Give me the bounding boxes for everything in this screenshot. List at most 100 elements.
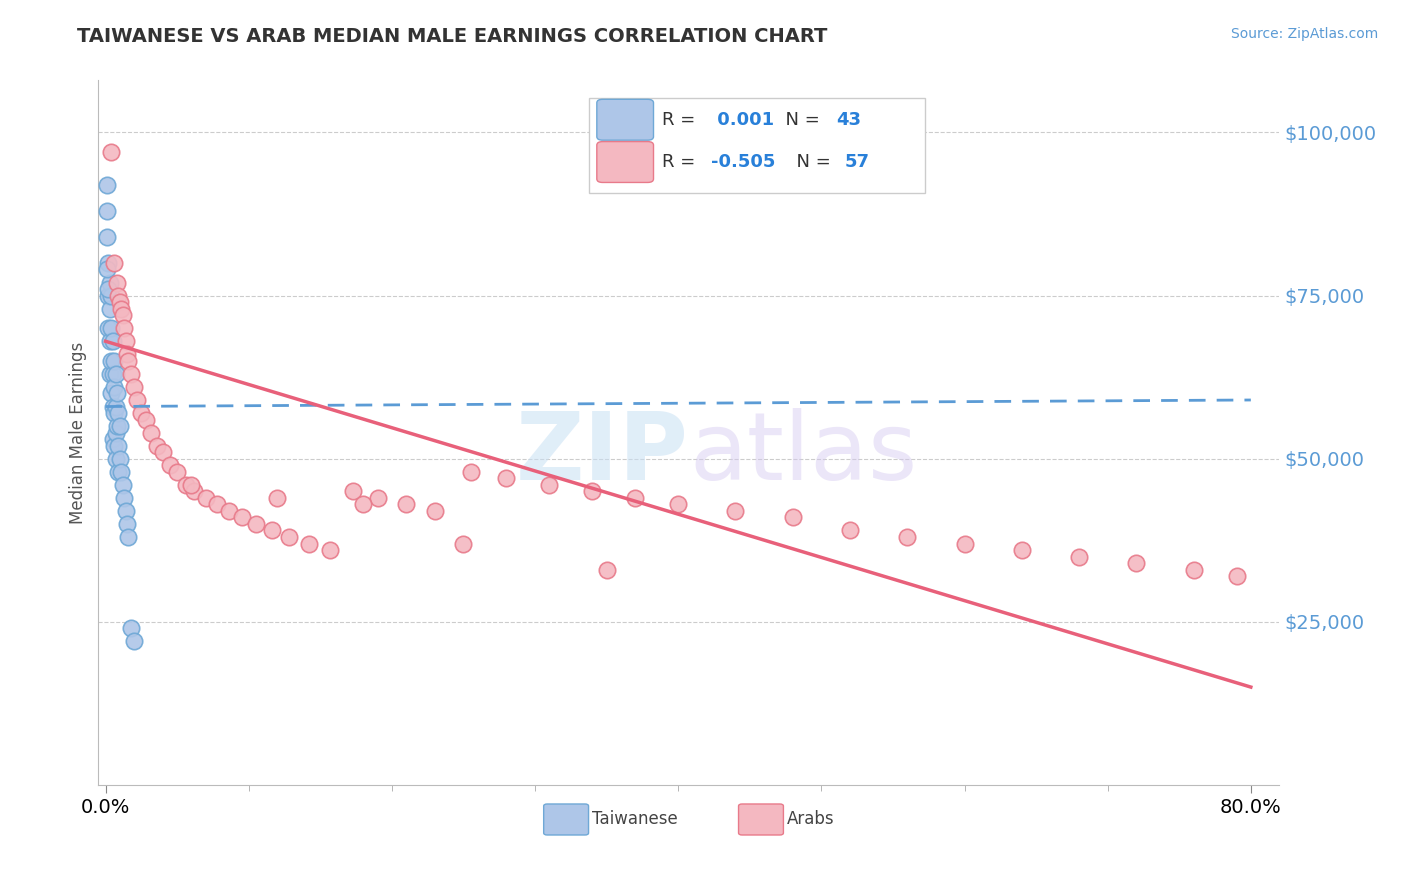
Point (107, 439, 129, 453)
Point (111, 478, 134, 492)
Point (125, 392, 148, 407)
Text: Source: ZipAtlas.com: Source: ZipAtlas.com (1230, 27, 1378, 41)
FancyBboxPatch shape (596, 99, 654, 140)
Point (105, 386, 128, 401)
Point (98, 276, 121, 290)
FancyBboxPatch shape (589, 98, 925, 193)
Point (104, 451, 127, 466)
Point (115, 347, 138, 361)
FancyBboxPatch shape (544, 804, 589, 835)
Point (96, 262, 118, 277)
Text: 57: 57 (845, 153, 870, 171)
Point (953, 536, 976, 550)
Text: 0.001: 0.001 (711, 111, 775, 128)
Point (131, 406, 153, 420)
Point (110, 465, 132, 479)
Point (103, 380, 125, 394)
Point (180, 478, 202, 492)
Point (1067, 549, 1090, 564)
Text: ZIP: ZIP (516, 408, 689, 500)
Point (104, 425, 127, 440)
Point (277, 530, 299, 544)
Point (724, 504, 747, 518)
Point (453, 536, 475, 550)
Point (101, 400, 124, 414)
Point (120, 621, 142, 635)
Point (245, 516, 267, 531)
Point (122, 380, 145, 394)
Text: R =: R = (662, 111, 700, 128)
Point (120, 367, 142, 381)
Point (581, 484, 603, 499)
Point (117, 530, 139, 544)
Point (97, 321, 120, 335)
Point (96, 230, 118, 244)
Point (114, 504, 136, 518)
Point (101, 334, 124, 349)
Point (183, 484, 205, 499)
Point (146, 439, 169, 453)
Point (1011, 543, 1033, 558)
Point (135, 412, 157, 426)
Point (107, 465, 129, 479)
Point (112, 321, 135, 335)
Point (103, 354, 125, 368)
Point (100, 288, 122, 302)
Point (108, 419, 131, 434)
Point (98, 367, 121, 381)
Point (159, 458, 181, 473)
Point (97, 288, 120, 302)
Point (100, 321, 122, 335)
Point (260, 524, 283, 538)
Text: atlas: atlas (689, 408, 917, 500)
Point (595, 563, 617, 577)
Y-axis label: Median Male Earnings: Median Male Earnings (69, 342, 87, 524)
Point (367, 491, 389, 505)
Point (538, 478, 561, 492)
Text: N =: N = (785, 153, 837, 171)
Point (96, 203, 118, 218)
Text: N =: N = (773, 111, 825, 128)
Point (352, 497, 374, 511)
Point (1125, 556, 1147, 570)
Point (141, 425, 163, 440)
Point (495, 471, 517, 485)
Point (114, 334, 136, 349)
Text: 43: 43 (837, 111, 862, 128)
Text: -0.505: -0.505 (711, 153, 776, 171)
Point (97, 282, 120, 296)
Point (100, 354, 122, 368)
Point (112, 491, 135, 505)
Point (218, 504, 240, 518)
Point (110, 301, 132, 316)
Point (105, 419, 128, 434)
Point (108, 295, 131, 310)
Point (342, 484, 364, 499)
Point (395, 497, 418, 511)
Text: Arabs: Arabs (787, 811, 835, 829)
Point (98, 334, 121, 349)
Point (624, 491, 647, 505)
Point (298, 536, 321, 550)
Point (111, 308, 134, 322)
Point (101, 367, 124, 381)
Point (1225, 569, 1247, 583)
Point (152, 445, 174, 459)
Point (266, 491, 288, 505)
Text: R =: R = (662, 153, 700, 171)
Point (96, 178, 118, 192)
Point (231, 510, 253, 524)
Point (103, 439, 125, 453)
Point (100, 145, 122, 159)
Point (108, 451, 131, 466)
Text: TAIWANESE VS ARAB MEDIAN MALE EARNINGS CORRELATION CHART: TAIWANESE VS ARAB MEDIAN MALE EARNINGS C… (77, 27, 828, 45)
Point (174, 478, 197, 492)
Point (423, 504, 446, 518)
Point (104, 400, 127, 414)
Point (98, 301, 121, 316)
Point (103, 256, 125, 270)
Point (122, 634, 145, 648)
Point (194, 491, 217, 505)
Point (117, 354, 139, 368)
Text: Taiwanese: Taiwanese (592, 811, 678, 829)
